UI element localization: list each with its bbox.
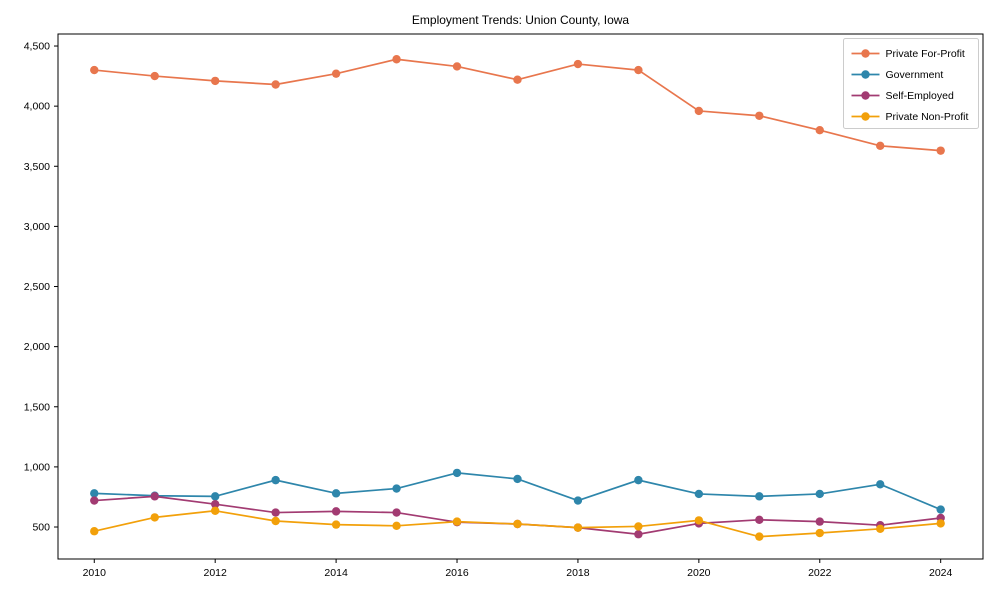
series-marker-self-employed [90, 496, 99, 505]
series-marker-private-for-profit [392, 55, 401, 64]
series-marker-government [210, 492, 220, 501]
legend-marker [861, 112, 870, 121]
series-marker-private-for-profit [210, 76, 220, 86]
series-marker-government [936, 505, 945, 514]
y-tick-label: 4,000 [24, 101, 50, 113]
series-marker-self-employed [271, 508, 280, 517]
series-marker-private-for-profit [573, 59, 583, 69]
series-marker-government [271, 475, 280, 485]
series-marker-government [392, 484, 401, 493]
x-tick-label: 2024 [929, 567, 953, 579]
series-marker-government [634, 475, 643, 485]
series-marker-self-employed [150, 492, 159, 501]
series-marker-private-for-profit [876, 141, 885, 151]
series-marker-private-non-profit [634, 522, 643, 531]
legend-label: Self-Employed [886, 90, 954, 102]
series-marker-private-non-profit [271, 516, 280, 526]
legend-label: Private Non-Profit [886, 111, 969, 123]
series-line-private-for-profit [94, 58, 941, 152]
series-marker-private-for-profit [634, 65, 643, 75]
plot-border [57, 33, 984, 560]
series-marker-government [876, 480, 885, 489]
series-marker-government [755, 492, 764, 501]
series-marker-self-employed [210, 499, 220, 509]
y-tick-label: 3,500 [24, 161, 50, 173]
y-tick-label: 2,500 [24, 281, 50, 293]
series-marker-government [694, 489, 704, 499]
legend-marker [861, 70, 870, 79]
series-marker-government [815, 489, 824, 499]
series-marker-government [452, 468, 462, 478]
series-marker-private-for-profit [936, 146, 945, 155]
series-marker-private-non-profit [815, 528, 824, 538]
series-line-self-employed [94, 495, 941, 536]
y-tick-label: 1,500 [24, 401, 50, 413]
legend-box [843, 38, 979, 129]
series-marker-private-for-profit [271, 80, 280, 89]
x-tick-label: 2020 [687, 567, 711, 579]
series-marker-private-for-profit [755, 111, 764, 120]
series-marker-self-employed [815, 517, 824, 526]
series-marker-private-non-profit [694, 516, 704, 525]
series-marker-government [513, 474, 522, 484]
y-tick-label: 4,500 [24, 41, 50, 53]
y-tick-label: 500 [32, 522, 50, 534]
series-marker-government [90, 489, 99, 498]
y-tick-label: 2,000 [24, 341, 50, 353]
x-tick-label: 2016 [445, 567, 469, 579]
series-marker-self-employed [392, 508, 401, 517]
series-marker-private-non-profit [936, 519, 945, 528]
series-marker-private-non-profit [755, 532, 764, 541]
series-marker-private-for-profit [694, 106, 704, 116]
legend-marker [861, 91, 870, 100]
series-marker-private-non-profit [90, 527, 99, 536]
series-marker-private-non-profit [452, 517, 462, 526]
y-tick-label: 1,000 [24, 461, 50, 473]
legend-label: Private For-Profit [886, 48, 965, 60]
series-marker-government [573, 496, 583, 505]
series-marker-private-non-profit [573, 523, 583, 532]
series-marker-self-employed [755, 515, 764, 524]
legend-marker [861, 49, 870, 58]
chart-title: Employment Trends: Union County, Iowa [411, 13, 630, 27]
y-tick-label: 3,000 [24, 221, 50, 233]
series-marker-private-for-profit [513, 75, 522, 84]
series-marker-government [331, 489, 341, 498]
series-marker-private-non-profit [513, 519, 522, 529]
series-marker-private-for-profit [452, 62, 462, 71]
series-marker-private-non-profit [331, 520, 341, 529]
x-tick-label: 2018 [566, 567, 590, 579]
series-marker-private-non-profit [210, 506, 220, 515]
series-marker-private-non-profit [150, 513, 159, 522]
legend-label: Government [886, 69, 944, 81]
series-marker-private-for-profit [150, 71, 159, 81]
x-tick-label: 2014 [324, 567, 348, 579]
series-marker-private-for-profit [90, 65, 99, 75]
series-marker-private-non-profit [392, 521, 401, 531]
x-tick-label: 2022 [808, 567, 832, 579]
series-marker-private-for-profit [331, 69, 341, 78]
x-tick-label: 2012 [204, 567, 228, 579]
series-marker-self-employed [331, 507, 341, 516]
series-marker-self-employed [634, 530, 643, 539]
series-marker-private-for-profit [815, 125, 824, 135]
x-tick-label: 2010 [83, 567, 107, 579]
series-marker-private-non-profit [876, 524, 885, 534]
